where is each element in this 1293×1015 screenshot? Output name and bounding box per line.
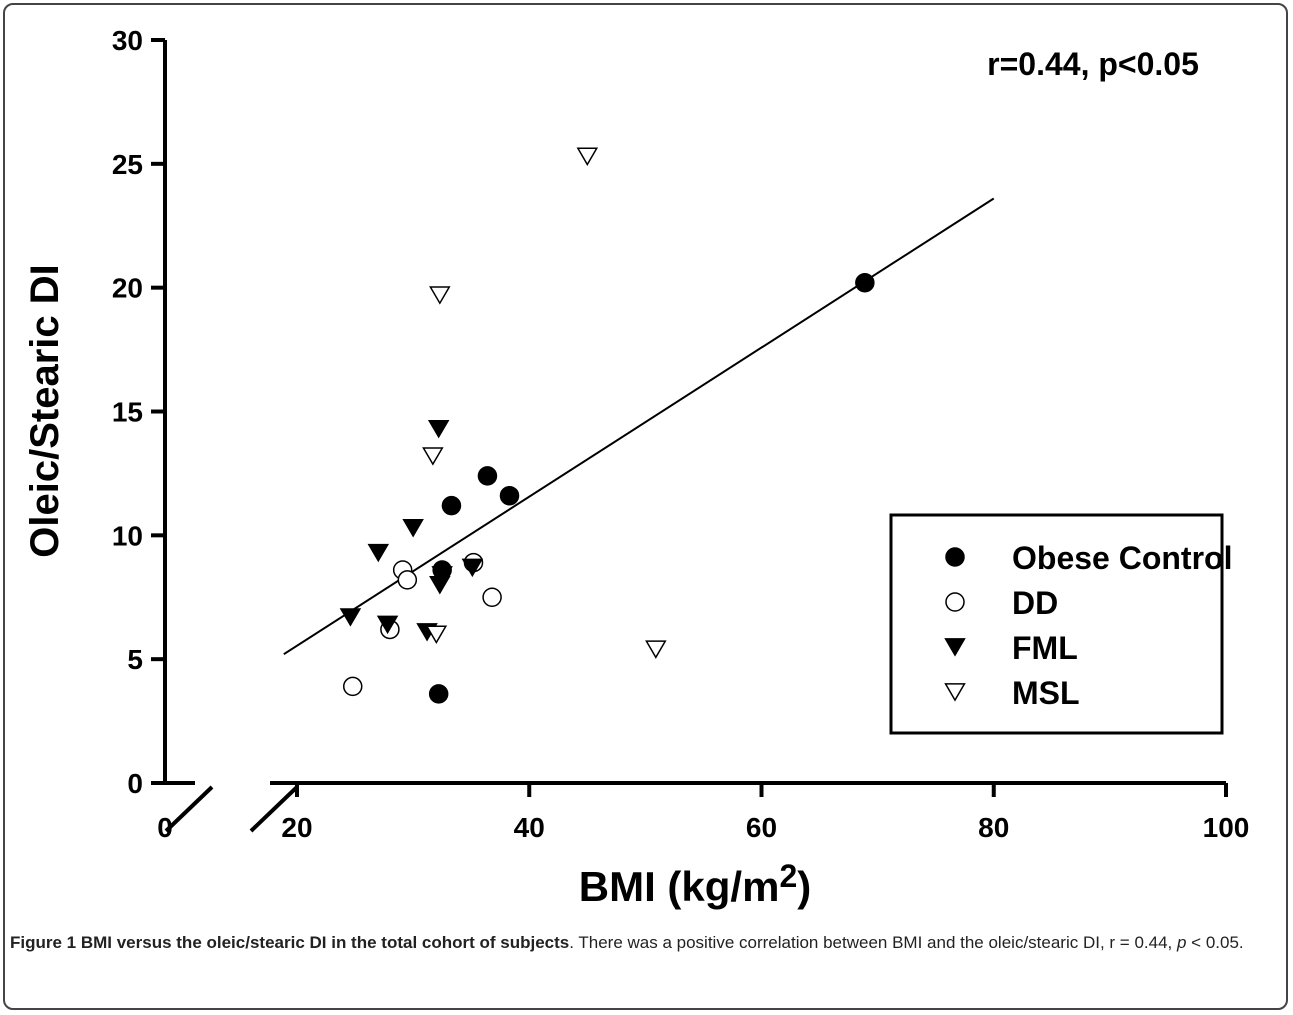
data-point-obese-control — [441, 495, 462, 516]
legend-marker-msl — [944, 683, 966, 702]
data-point-obese-control — [855, 272, 875, 293]
x-tick-label: 20 — [281, 812, 312, 843]
data-point-msl — [429, 286, 451, 305]
data-point-msl — [425, 625, 448, 644]
data-points — [339, 147, 875, 704]
x-axis-label-suffix: ) — [797, 863, 811, 910]
legend-marker-dd — [945, 592, 965, 612]
legend-label-msl: MSL — [1012, 675, 1080, 711]
x-tick-label: 60 — [746, 812, 777, 843]
y-tick-label: 0 — [127, 768, 143, 799]
y-tick-label: 10 — [112, 520, 143, 551]
data-point-dd — [397, 570, 418, 590]
y-tick-label: 25 — [112, 149, 143, 180]
legend: Obese Control DD FML MSL — [889, 513, 1232, 735]
regression-line — [283, 197, 995, 656]
legend-marker-fml — [944, 638, 966, 657]
data-point-msl — [422, 447, 444, 466]
x-axis-label-main: BMI (kg/m — [579, 863, 780, 910]
data-point-msl — [576, 147, 599, 166]
x-axis-label-superscript: 2 — [779, 858, 797, 894]
legend-marker-obese-control — [945, 547, 965, 567]
axes — [151, 38, 1228, 833]
y-tick-label: 5 — [127, 644, 143, 675]
legend-label-dd: DD — [1012, 585, 1058, 621]
legend-box — [889, 513, 1224, 735]
data-point-fml — [339, 608, 362, 627]
y-tick-label: 20 — [112, 273, 143, 304]
data-point-fml — [367, 543, 390, 563]
x-tick-label: 0 — [157, 812, 173, 843]
x-tick-label: 40 — [514, 812, 545, 843]
x-tick-label: 100 — [1203, 812, 1250, 843]
data-point-obese-control — [477, 466, 498, 486]
caption-text: . There was a positive correlation betwe… — [569, 933, 1177, 952]
data-point-obese-control — [499, 485, 520, 506]
data-point-dd — [342, 676, 363, 697]
figure-frame — [3, 3, 1288, 1010]
x-axis-label: BMI (kg/m2) — [579, 858, 811, 910]
data-point-msl — [645, 640, 667, 659]
data-point-fml — [461, 558, 484, 578]
caption-label: Figure 1 BMI versus the oleic/stearic DI… — [10, 933, 570, 952]
y-tick-label: 30 — [112, 25, 143, 56]
caption-p-italic: p — [1176, 933, 1187, 952]
x-tick-label: 80 — [978, 812, 1009, 843]
data-point-dd — [482, 587, 502, 607]
caption-text-end: < 0.05. — [1186, 933, 1244, 952]
data-point-obese-control — [428, 684, 449, 704]
tick-labels: 0 5 10 15 20 25 30 0 20 40 60 80 100 — [112, 25, 1250, 843]
data-point-fml — [427, 419, 450, 439]
axis-break-mark-right — [249, 785, 299, 833]
correlation-annotation: r=0.44, p<0.05 — [987, 46, 1199, 82]
y-axis-label: Oleic/Stearic DI — [23, 264, 67, 557]
legend-label-obese-control: Obese Control — [1012, 540, 1232, 576]
figure-caption: Figure 1 BMI versus the oleic/stearic DI… — [10, 931, 1280, 955]
data-point-fml — [431, 566, 453, 585]
legend-label-fml: FML — [1012, 630, 1078, 666]
data-point-fml — [376, 615, 399, 635]
data-point-fml — [402, 519, 424, 538]
y-tick-label: 15 — [112, 397, 143, 428]
axis-break-mark-left — [164, 785, 214, 833]
